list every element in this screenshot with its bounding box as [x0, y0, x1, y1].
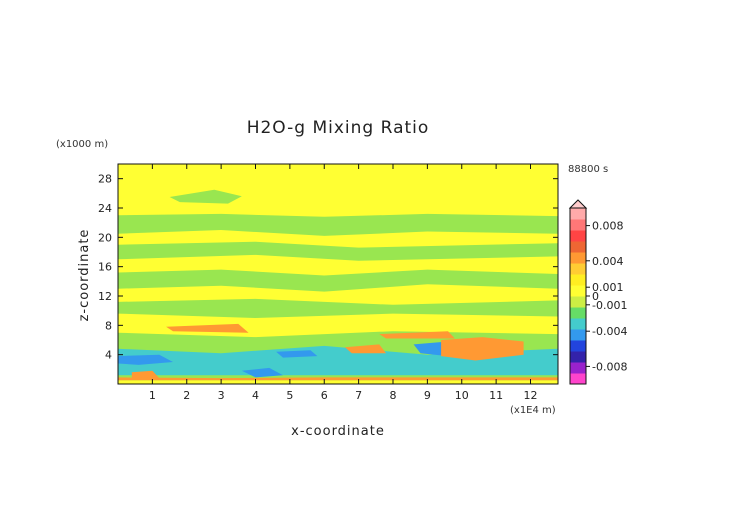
- colorbar-segment-0: [570, 373, 586, 385]
- x-unit-label: (x1E4 m): [510, 405, 556, 416]
- colorbar-segment-8: [570, 285, 586, 297]
- colorbar-label-0: 0.008: [592, 220, 624, 233]
- x-tick-label-10: 10: [455, 389, 469, 402]
- contour-region-1: [169, 189, 242, 204]
- colorbar-segment-5: [570, 318, 586, 330]
- x-tick-label-5: 5: [286, 389, 293, 402]
- colorbar-segment-13: [570, 230, 586, 242]
- colorbar-segment-15: [570, 208, 586, 220]
- colorbar-arrow: [568, 199, 588, 209]
- colorbar-segment-11: [570, 252, 586, 264]
- contour-region-9: [241, 367, 283, 378]
- contour-region-11: [118, 380, 558, 384]
- x-tick-label-3: 3: [218, 389, 225, 402]
- colorbar-segment-12: [570, 241, 586, 253]
- contour-region-14: [344, 344, 387, 354]
- x-tick-label-6: 6: [321, 389, 328, 402]
- y-unit-label: (x1000 m): [56, 139, 108, 150]
- y-tick-label-4: 4: [105, 349, 112, 362]
- colorbar-segment-14: [570, 219, 586, 231]
- colorbar-segment-9: [570, 274, 586, 286]
- colorbar-segment-2: [570, 351, 586, 363]
- x-tick-label-4: 4: [252, 389, 259, 402]
- y-tick-label-24: 24: [98, 202, 112, 215]
- x-tick-label-12: 12: [524, 389, 538, 402]
- y-tick-label-28: 28: [98, 173, 112, 186]
- colorbar-label-2: 0.001: [592, 281, 624, 294]
- colorbar-segment-4: [570, 329, 586, 341]
- colorbar-segment-7: [570, 296, 586, 308]
- contour-region-13: [379, 331, 455, 339]
- colorbar-label-5: -0.004: [592, 325, 627, 338]
- contour-region-2: [118, 241, 558, 261]
- contour-region-12: [166, 323, 249, 333]
- chart-title: H2O-g Mixing Ratio: [247, 118, 430, 138]
- time-label: 88800 s: [568, 164, 608, 175]
- colorbar-label-3: 0: [592, 290, 599, 303]
- contour-region-10: [276, 350, 318, 358]
- contour-region-0: [118, 213, 558, 236]
- x-axis-label: x-coordinate: [291, 424, 385, 439]
- x-tick-label-9: 9: [424, 389, 431, 402]
- x-tick-label-2: 2: [183, 389, 190, 402]
- heatmap-area: [117, 163, 559, 385]
- colorbar-segment-10: [570, 263, 586, 275]
- y-tick-label-12: 12: [98, 290, 112, 303]
- y-tick-label-20: 20: [98, 231, 112, 244]
- x-tick-label-7: 7: [355, 389, 362, 402]
- y-tick-label-8: 8: [105, 319, 112, 332]
- x-tick-label-8: 8: [390, 389, 397, 402]
- contour-region-7: [118, 354, 173, 365]
- colorbar-segment-1: [570, 362, 586, 374]
- colorbar-label-4: -0.001: [592, 299, 627, 312]
- x-tick-label-11: 11: [489, 389, 503, 402]
- contour-region-16: [131, 370, 160, 379]
- contour-region-4: [118, 298, 558, 318]
- plot-frame: [117, 163, 559, 385]
- contour-region-6: [118, 345, 558, 376]
- contour-region-17: [118, 377, 558, 381]
- x-tick-label-1: 1: [149, 389, 156, 402]
- colorbar-segment-3: [570, 340, 586, 352]
- colorbar-segment-6: [570, 307, 586, 319]
- colorbar-label-6: -0.008: [592, 360, 627, 373]
- contour-region-15: [441, 337, 524, 361]
- y-tick-label-16: 16: [98, 261, 112, 274]
- contour-region-3: [118, 269, 558, 292]
- y-axis-label: z-coordinate: [77, 229, 92, 322]
- colorbar-label-1: 0.004: [592, 255, 624, 268]
